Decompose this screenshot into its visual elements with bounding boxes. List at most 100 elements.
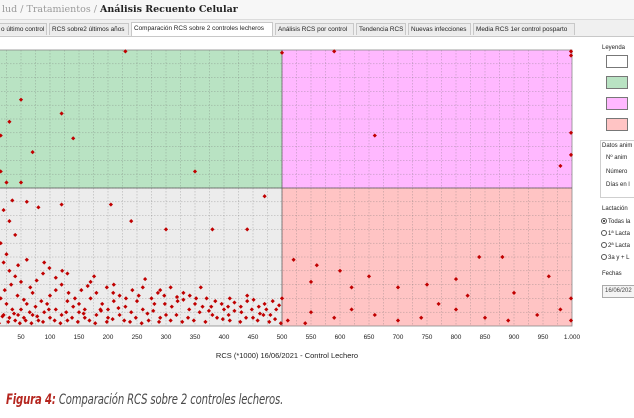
data-point [366,274,372,279]
data-points [0,49,574,326]
data-point [277,303,282,308]
data-point [60,268,65,273]
figure-caption: Figura 4: Comparación RCS sobre 2 contro… [6,392,283,408]
data-point [291,257,296,262]
radio-second-lactation[interactable]: 2ª Lacta [601,242,630,249]
breadcrumb-parent[interactable]: lud / Tratamientos [2,4,91,15]
data-point [53,307,58,312]
tab-rcs-ultimos-anos[interactable]: RCS sobre2 últimos años [49,23,129,35]
x-tick-label: 550 [306,334,317,341]
data-point [152,301,157,307]
data-point [4,252,9,257]
data-point [162,293,167,298]
page-title: Análisis Recuento Celular [99,4,238,15]
data-point [11,311,17,316]
radio-all-lactations[interactable]: Todas la [601,218,630,225]
data-point [129,310,134,315]
data-point [225,304,231,309]
data-point [204,296,209,301]
data-point [285,318,290,323]
data-point [116,305,121,311]
data-point [47,315,53,320]
tab-ultimo-control[interactable]: o último control [0,23,47,35]
quadrant-bottom-left [0,188,282,326]
data-point [21,315,26,320]
data-point [53,275,58,280]
x-axis-label: RCS (*1000) 16/06/2021 - Control Lechero [216,351,358,360]
data-point [122,318,127,323]
legend-swatch-green [606,76,628,89]
data-point [250,315,256,320]
data-point [24,257,29,262]
data-point [87,318,92,323]
data-point [36,205,41,210]
data-point [477,254,482,260]
legend-swatch-magenta [606,97,628,110]
data-point [151,308,156,313]
data-point [245,299,250,304]
data-point [33,304,38,309]
data-point [13,232,18,238]
data-point [13,318,18,323]
tab-media-rcs-posparto[interactable]: Media RCS 1er control posparto [473,23,575,35]
data-point [88,296,93,301]
data-point [75,319,80,324]
lactation-title: Lactación [602,206,628,212]
data-point [200,304,205,309]
x-tick-label: 400 [219,334,230,341]
radio-third-plus-lactation[interactable]: 3a y + L [601,254,630,261]
data-point [0,314,5,319]
data-point [76,310,82,315]
data-point [465,293,470,298]
data-point [35,314,40,319]
data-point [568,318,574,323]
data-point [262,301,267,307]
data-point [198,285,203,290]
data-point [181,297,186,302]
date-field[interactable]: 16/06/202 [602,285,634,298]
data-point [227,296,232,301]
tab-analisis-rcs-control[interactable]: Análisis RCS por control [275,23,354,35]
data-point [108,202,113,207]
data-point [139,321,144,326]
tab-comparacion-rcs[interactable]: Comparación RCS sobre 2 controles lecher… [131,22,273,36]
x-tick-label: 850 [480,334,491,341]
data-point [210,312,215,318]
data-point [140,285,145,290]
data-point [65,299,70,304]
data-point [568,130,574,135]
data-point [105,307,111,312]
animal-data-group [600,140,634,198]
data-point [255,318,260,323]
data-point [64,310,69,315]
radio-first-label: 1ª Lacta [608,231,630,237]
data-point [27,310,32,315]
data-point [0,322,2,325]
data-point [270,299,275,304]
data-point [232,308,237,313]
data-point [130,288,135,293]
x-tick-label: 300 [161,334,172,341]
data-point [39,299,44,304]
data-point [42,310,47,315]
data-point [140,307,145,312]
x-tick-labels: 50 100 150 200 250 300 350 400 450 500 550 600 650 70… [17,334,580,341]
data-point [192,169,198,174]
data-point [453,307,459,312]
data-point [123,304,128,309]
animal-count-label: Nº anim [606,155,628,161]
data-point [174,294,180,300]
tab-nuevas-infecciones[interactable]: Nuevas infecciones [408,23,471,35]
data-point [245,293,250,298]
tab-tendencia-rcs[interactable]: Tendencia RCS [356,23,406,35]
data-point [18,97,24,102]
x-tick-label: 150 [74,334,85,341]
radio-first-lactation[interactable]: 1ª Lacta [601,230,630,237]
data-point [104,285,109,290]
data-point [66,290,71,295]
data-point [162,301,167,307]
data-point [194,296,199,301]
data-point [4,180,9,185]
data-point [123,49,128,54]
dates-title: Fechas [602,271,622,277]
